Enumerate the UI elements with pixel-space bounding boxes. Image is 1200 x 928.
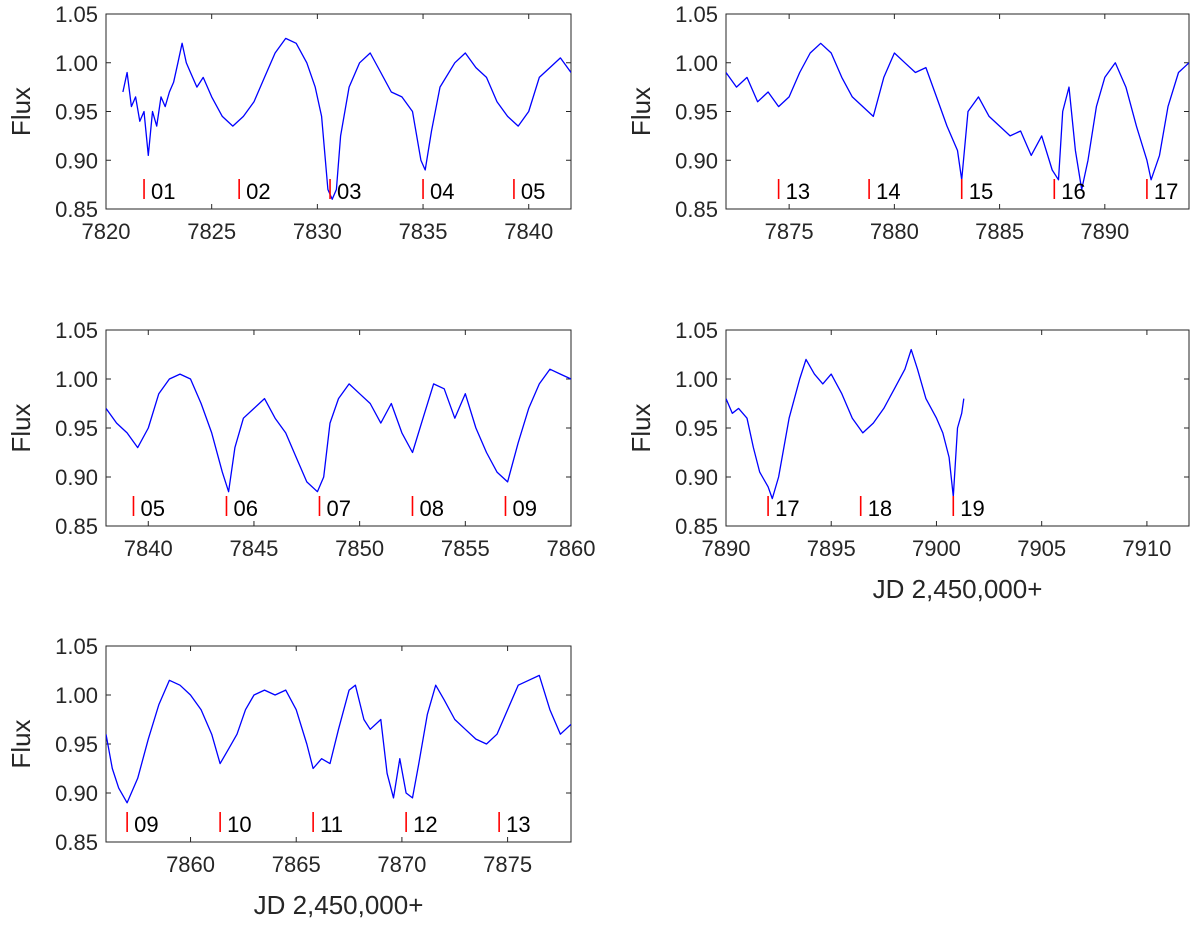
flux-series-line	[726, 42, 1189, 191]
minimum-marker-label: 09	[134, 812, 158, 837]
minimum-marker-label: 01	[151, 179, 175, 204]
x-tick-label: 7820	[82, 219, 131, 244]
y-tick-label: 1.00	[55, 683, 98, 708]
x-tick-label: 7905	[1017, 536, 1066, 561]
y-tick-label: 1.00	[675, 367, 718, 392]
minimum-marker-label: 05	[140, 496, 164, 521]
y-tick-label: 0.90	[55, 465, 98, 490]
minimum-marker-label: 18	[868, 496, 892, 521]
minimum-marker-label: 08	[419, 496, 443, 521]
flux-series-line	[122, 37, 571, 200]
y-tick-label: 0.95	[675, 416, 718, 441]
x-tick-label: 7855	[441, 536, 490, 561]
minimum-marker-label: 11	[320, 812, 343, 837]
x-tick-label: 7885	[975, 219, 1024, 244]
chart-panel-4: 0.85 0.90 0.95 1.00 1.05 7890 7895 7900 7905 7910…	[626, 318, 1190, 604]
minimum-marker-label: 03	[337, 179, 361, 204]
minimum-marker-label: 19	[960, 496, 984, 521]
minimum-marker-label: 12	[413, 812, 437, 837]
minimum-marker-label: 04	[430, 179, 454, 204]
x-tick-label: 7835	[399, 219, 448, 244]
x-tick-label: 7840	[504, 219, 553, 244]
x-tick-label: 7890	[1080, 219, 1129, 244]
y-tick-label: 0.90	[55, 148, 98, 173]
y-axis-label: Flux	[6, 87, 36, 136]
y-axis-label: Flux	[626, 87, 656, 136]
x-tick-label: 7900	[912, 536, 961, 561]
x-tick-label: 7840	[124, 536, 173, 561]
y-tick-label: 0.90	[675, 148, 718, 173]
flux-series-line	[106, 368, 571, 493]
x-tick-label: 7825	[187, 219, 236, 244]
y-tick-label: 1.05	[675, 318, 718, 343]
plot-frame	[105, 329, 572, 527]
minimum-marker-label: 13	[506, 812, 530, 837]
minimum-marker-label: 10	[227, 812, 251, 837]
x-tick-label: 7880	[870, 219, 919, 244]
x-tick-label: 7830	[293, 219, 342, 244]
y-tick-label: 0.85	[55, 514, 98, 539]
minimum-marker-label: 15	[969, 179, 993, 204]
minimum-marker-label: 02	[246, 179, 270, 204]
plot-frame	[725, 13, 1190, 210]
minimum-marker-label: 05	[521, 179, 545, 204]
x-tick-label: 7850	[335, 536, 384, 561]
x-tick-label: 7870	[377, 852, 426, 877]
minimum-marker-label: 17	[1154, 179, 1178, 204]
y-tick-label: 0.95	[55, 416, 98, 441]
minimum-marker-label: 17	[775, 496, 799, 521]
y-tick-label: 0.95	[55, 732, 98, 757]
flux-series-line	[106, 674, 571, 804]
y-tick-label: 0.95	[55, 100, 98, 125]
x-tick-label: 7895	[807, 536, 856, 561]
y-axis-label: Flux	[626, 403, 656, 452]
x-axis-label: JD 2,450,000+	[873, 574, 1043, 604]
y-tick-label: 1.05	[55, 2, 98, 27]
y-tick-label: 0.85	[55, 197, 98, 222]
x-axis-label: JD 2,450,000+	[254, 890, 424, 920]
x-tick-label: 7860	[166, 852, 215, 877]
x-tick-label: 7890	[702, 536, 751, 561]
y-tick-label: 1.00	[675, 51, 718, 76]
y-tick-label: 1.05	[55, 318, 98, 343]
y-tick-label: 0.85	[675, 514, 718, 539]
minimum-marker-label: 14	[876, 179, 900, 204]
minimum-marker-label: 07	[326, 496, 350, 521]
y-tick-label: 0.85	[675, 197, 718, 222]
chart-panel-3: 0.85 0.90 0.95 1.00 1.05 7840 7845 7850 7855 7860…	[6, 318, 595, 561]
x-tick-label: 7910	[1122, 536, 1171, 561]
plot-frame	[105, 645, 572, 843]
y-tick-label: 1.00	[55, 51, 98, 76]
plot-frame	[105, 13, 572, 210]
minimum-marker-label: 09	[512, 496, 536, 521]
x-tick-label: 7860	[547, 536, 596, 561]
x-tick-label: 7875	[765, 219, 814, 244]
x-tick-label: 7865	[272, 852, 321, 877]
y-tick-label: 1.00	[55, 367, 98, 392]
minimum-marker-label: 13	[786, 179, 810, 204]
chart-panel-2: 0.85 0.90 0.95 1.00 1.05 7875 7880 7885 7890 Flux…	[626, 2, 1190, 244]
y-tick-label: 0.95	[675, 100, 718, 125]
y-tick-label: 0.90	[55, 781, 98, 806]
y-tick-label: 0.90	[675, 465, 718, 490]
y-tick-label: 1.05	[675, 2, 718, 27]
y-tick-label: 1.05	[55, 634, 98, 659]
chart-panel-1: 0.85 0.90 0.95 1.00 1.05 7820 7825 7830 7835 7840…	[6, 2, 572, 244]
flux-series-line	[726, 348, 965, 500]
minimum-marker-label: 16	[1061, 179, 1085, 204]
minimum-marker-label: 06	[233, 496, 257, 521]
x-tick-label: 7875	[483, 852, 532, 877]
y-tick-label: 0.85	[55, 830, 98, 855]
chart-panel-5: 0.85 0.90 0.95 1.00 1.05 7860 7865 7870 7875 Flux…	[6, 634, 572, 920]
x-tick-label: 7845	[229, 536, 278, 561]
y-axis-label: Flux	[6, 719, 36, 768]
y-axis-label: Flux	[6, 403, 36, 452]
